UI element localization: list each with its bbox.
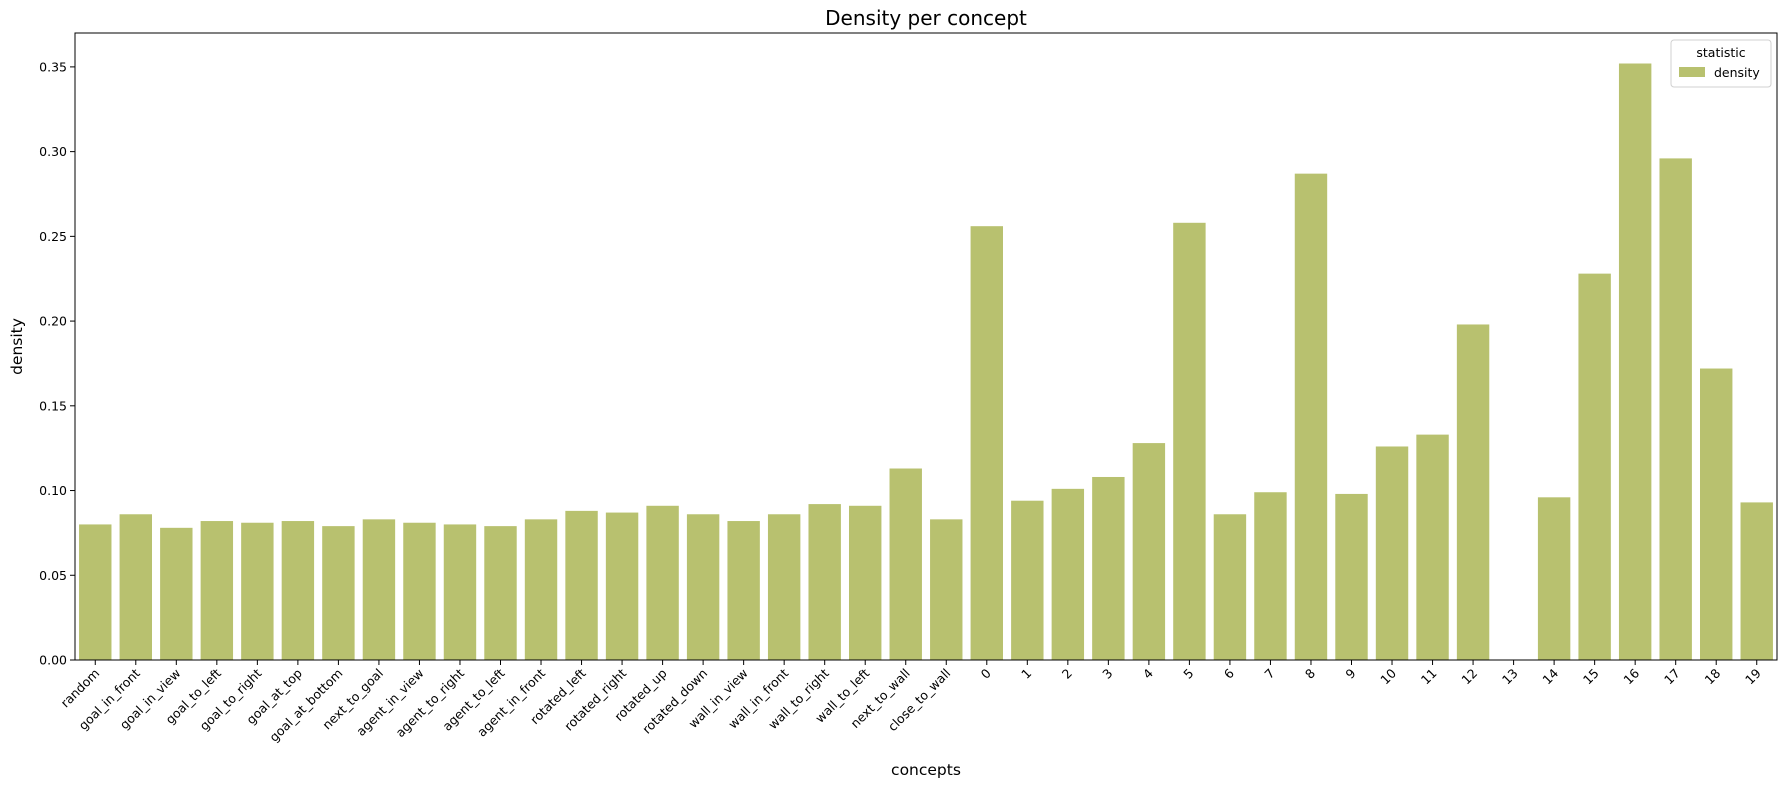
bar-agent_in_front xyxy=(524,519,558,660)
bar-16 xyxy=(1618,63,1652,661)
x-tick-label: 0 xyxy=(978,665,994,681)
x-tick-label: 19 xyxy=(1742,665,1764,687)
x-tick-label: 10 xyxy=(1377,665,1399,687)
bar-2 xyxy=(1051,488,1085,660)
bars-group xyxy=(79,63,1773,661)
x-tick-label: 2 xyxy=(1059,666,1075,682)
bar-10 xyxy=(1375,446,1409,660)
x-tick-label: 8 xyxy=(1302,665,1318,681)
bar-8 xyxy=(1294,173,1328,660)
x-tick-label: 3 xyxy=(1099,666,1115,682)
bar-random xyxy=(79,524,112,660)
bar-17 xyxy=(1659,158,1692,660)
x-tick-label: 16 xyxy=(1620,665,1642,687)
bar-1 xyxy=(1011,500,1044,660)
bar-wall_to_right xyxy=(808,504,841,660)
y-tick-label: 0.25 xyxy=(39,229,67,244)
x-tick-label: 12 xyxy=(1458,666,1480,688)
bar-rotated_right xyxy=(605,512,639,660)
x-tick-label: 5 xyxy=(1180,666,1196,682)
x-tick-label: 11 xyxy=(1418,666,1440,688)
bar-rotated_down xyxy=(686,514,720,660)
x-tick-label: 7 xyxy=(1261,666,1277,682)
bar-7 xyxy=(1254,492,1287,660)
bar-9 xyxy=(1335,493,1368,660)
bar-11 xyxy=(1416,434,1449,660)
x-tick-label: 1 xyxy=(1018,666,1034,682)
bar-goal_at_bottom xyxy=(322,526,355,660)
bar-wall_to_left xyxy=(849,505,882,660)
x-tick-label: 18 xyxy=(1701,665,1723,687)
y-tick-label: 0.35 xyxy=(39,59,67,74)
bar-rotated_up xyxy=(646,505,679,660)
bar-6 xyxy=(1213,514,1247,660)
y-tick-label: 0.10 xyxy=(39,483,67,498)
bar-0 xyxy=(970,226,1003,660)
x-tick-label: 17 xyxy=(1661,666,1683,688)
y-tick-label: 0.05 xyxy=(39,568,67,583)
bar-3 xyxy=(1092,476,1125,660)
bar-goal_in_front xyxy=(119,514,152,660)
bar-next_to_goal xyxy=(362,519,396,660)
bar-rotated_left xyxy=(565,510,598,660)
plot-frame xyxy=(74,32,1778,661)
bar-19 xyxy=(1740,502,1773,660)
legend-title: statistic xyxy=(1696,45,1745,60)
x-axis-label: concepts xyxy=(891,761,961,779)
bar-goal_to_left xyxy=(200,521,234,660)
bar-goal_at_top xyxy=(281,521,315,660)
legend-label: density xyxy=(1714,65,1760,80)
bar-goal_to_right xyxy=(241,522,274,660)
x-tick-label: 14 xyxy=(1539,665,1561,687)
legend: statistic density xyxy=(1670,39,1772,88)
x-tick-label: 6 xyxy=(1221,665,1237,681)
bar-wall_in_view xyxy=(727,521,760,660)
bar-goal_in_view xyxy=(160,527,193,660)
bar-14 xyxy=(1537,497,1571,660)
x-tick-label: 15 xyxy=(1580,666,1602,688)
x-tick-label: 9 xyxy=(1342,665,1358,681)
bar-next_to_wall xyxy=(889,468,922,660)
y-tick-label: 0.15 xyxy=(39,398,67,413)
y-axis: 0.00 0.05 0.10 0.15 0.20 0.25 0.30 0.35 xyxy=(39,59,75,668)
bar-15 xyxy=(1578,273,1611,660)
y-tick-label: 0.30 xyxy=(39,144,67,159)
x-tick-label: goal_at_bottom xyxy=(266,666,345,745)
legend-swatch xyxy=(1679,67,1705,77)
x-axis: randomgoal_in_frontgoal_in_viewgoal_to_l… xyxy=(57,660,1764,745)
chart-title: Density per concept xyxy=(825,6,1027,30)
x-tick-label: 4 xyxy=(1140,665,1156,681)
x-tick-label: 13 xyxy=(1499,666,1521,688)
bar-agent_in_view xyxy=(403,522,436,660)
bar-close_to_wall xyxy=(930,519,963,660)
bar-4 xyxy=(1132,443,1166,660)
bar-agent_to_left xyxy=(484,526,517,660)
bar-5 xyxy=(1173,222,1206,660)
bar-agent_to_right xyxy=(443,524,477,660)
y-tick-label: 0.20 xyxy=(39,314,67,329)
bar-12 xyxy=(1456,324,1490,660)
bar-18 xyxy=(1700,368,1733,660)
bar-wall_in_front xyxy=(767,514,801,660)
y-tick-label: 0.00 xyxy=(39,653,67,668)
y-axis-label: density xyxy=(8,318,26,375)
